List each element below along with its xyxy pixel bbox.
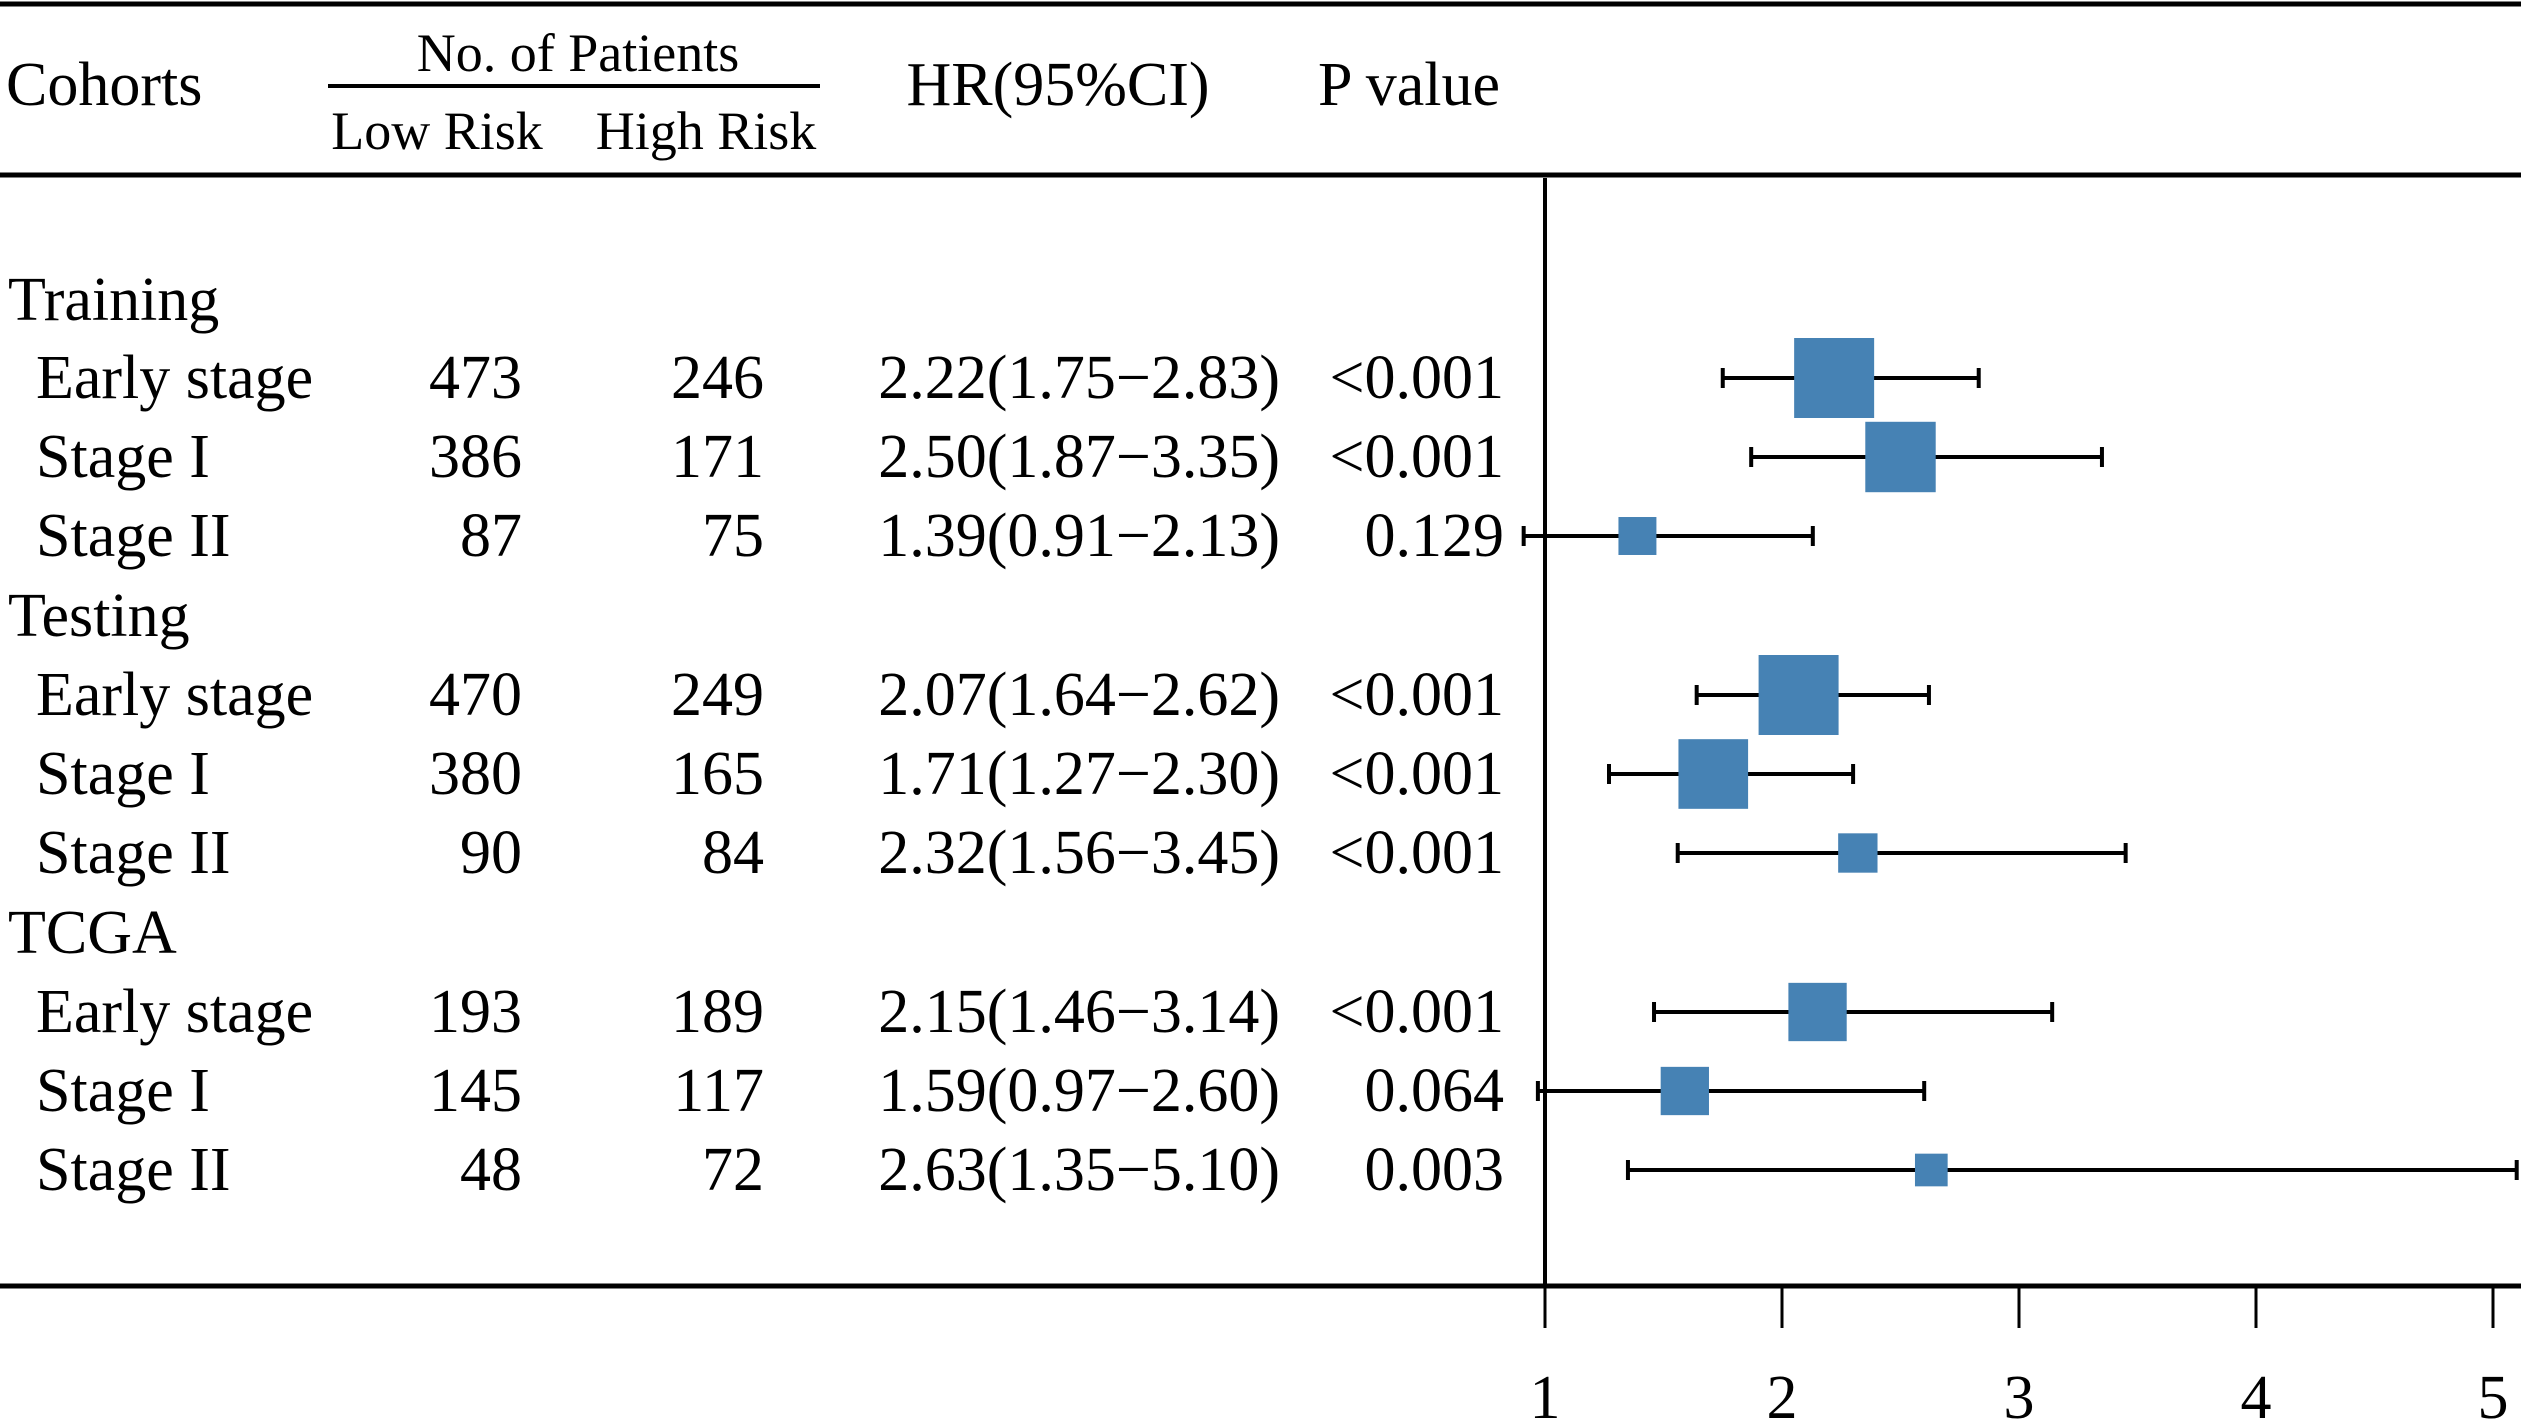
low-risk-count: 380 [429,740,522,808]
plot-area: 1 2 3 4 5 [1521,178,2519,1424]
high-risk-count: 117 [673,1057,764,1125]
group-label: Training [8,266,219,334]
hr-marker [1838,833,1878,873]
hr-marker [1914,1153,1948,1187]
x-tick-label: 2 [1767,1364,1798,1424]
header-low-risk: Low Risk [331,101,543,161]
high-risk-count: 165 [671,740,764,808]
row-label: Early stage [36,978,313,1046]
row-label: Early stage [36,661,313,729]
hr-marker [1618,517,1657,555]
x-tick-label: 1 [1530,1364,1561,1424]
p-value: <0.001 [1330,978,1504,1046]
p-value: <0.001 [1330,661,1504,729]
row-label: Stage II [36,1136,231,1204]
high-risk-count: 75 [702,502,764,570]
group-label: Testing [8,582,190,650]
hr-ci: 2.15(1.46−3.14) [878,978,1280,1046]
x-tick-label: 3 [2004,1364,2035,1424]
p-value: <0.001 [1330,423,1504,491]
header-patients: No. of Patients [417,23,739,83]
low-risk-count: 90 [460,819,522,887]
p-value: <0.001 [1330,344,1504,412]
row-label: Stage I [36,423,210,491]
low-risk-count: 193 [429,978,522,1046]
hr-ci: 2.22(1.75−2.83) [878,344,1280,412]
group-label: TCGA [8,899,177,967]
hr-ci: 2.32(1.56−3.45) [878,819,1280,887]
x-tick-label: 4 [2241,1364,2272,1424]
high-risk-count: 249 [671,661,764,729]
high-risk-count: 171 [671,423,764,491]
low-risk-count: 145 [429,1057,522,1125]
hr-marker [1794,338,1875,418]
low-risk-count: 473 [429,344,522,412]
p-value: <0.001 [1330,819,1504,887]
hr-marker [1788,982,1847,1042]
high-risk-count: 246 [671,344,764,412]
hr-marker [1758,655,1839,735]
header-cohorts: Cohorts [6,51,202,119]
hr-ci: 1.59(0.97−2.60) [878,1057,1280,1125]
row-label: Stage I [36,1057,210,1125]
p-value: <0.001 [1330,740,1504,808]
hr-marker [1678,739,1749,809]
low-risk-count: 87 [460,502,522,570]
header-hr: HR(95%CI) [906,51,1209,119]
low-risk-count: 48 [460,1136,522,1204]
hr-ci: 2.07(1.64−2.62) [878,661,1280,729]
high-risk-count: 189 [671,978,764,1046]
row-label: Stage II [36,819,231,887]
hr-ci: 2.50(1.87−3.35) [878,423,1280,491]
high-risk-count: 72 [702,1136,764,1204]
hr-ci: 2.63(1.35−5.10) [878,1136,1280,1204]
low-risk-count: 386 [429,423,522,491]
hr-marker [1865,421,1936,493]
row-label: Early stage [36,344,313,412]
high-risk-count: 84 [702,819,764,887]
hr-ci: 1.71(1.27−2.30) [878,740,1280,808]
row-label: Stage II [36,502,231,570]
header-p-value: P value [1318,51,1500,119]
header-high-risk: High Risk [596,101,817,161]
p-value: 0.064 [1365,1057,1505,1125]
hr-marker [1660,1066,1709,1116]
p-value: 0.129 [1365,502,1505,570]
hr-ci: 1.39(0.91−2.13) [878,502,1280,570]
row-label: Stage I [36,740,210,808]
p-value: 0.003 [1365,1136,1505,1204]
x-tick-label: 5 [2478,1364,2509,1424]
low-risk-count: 470 [429,661,522,729]
